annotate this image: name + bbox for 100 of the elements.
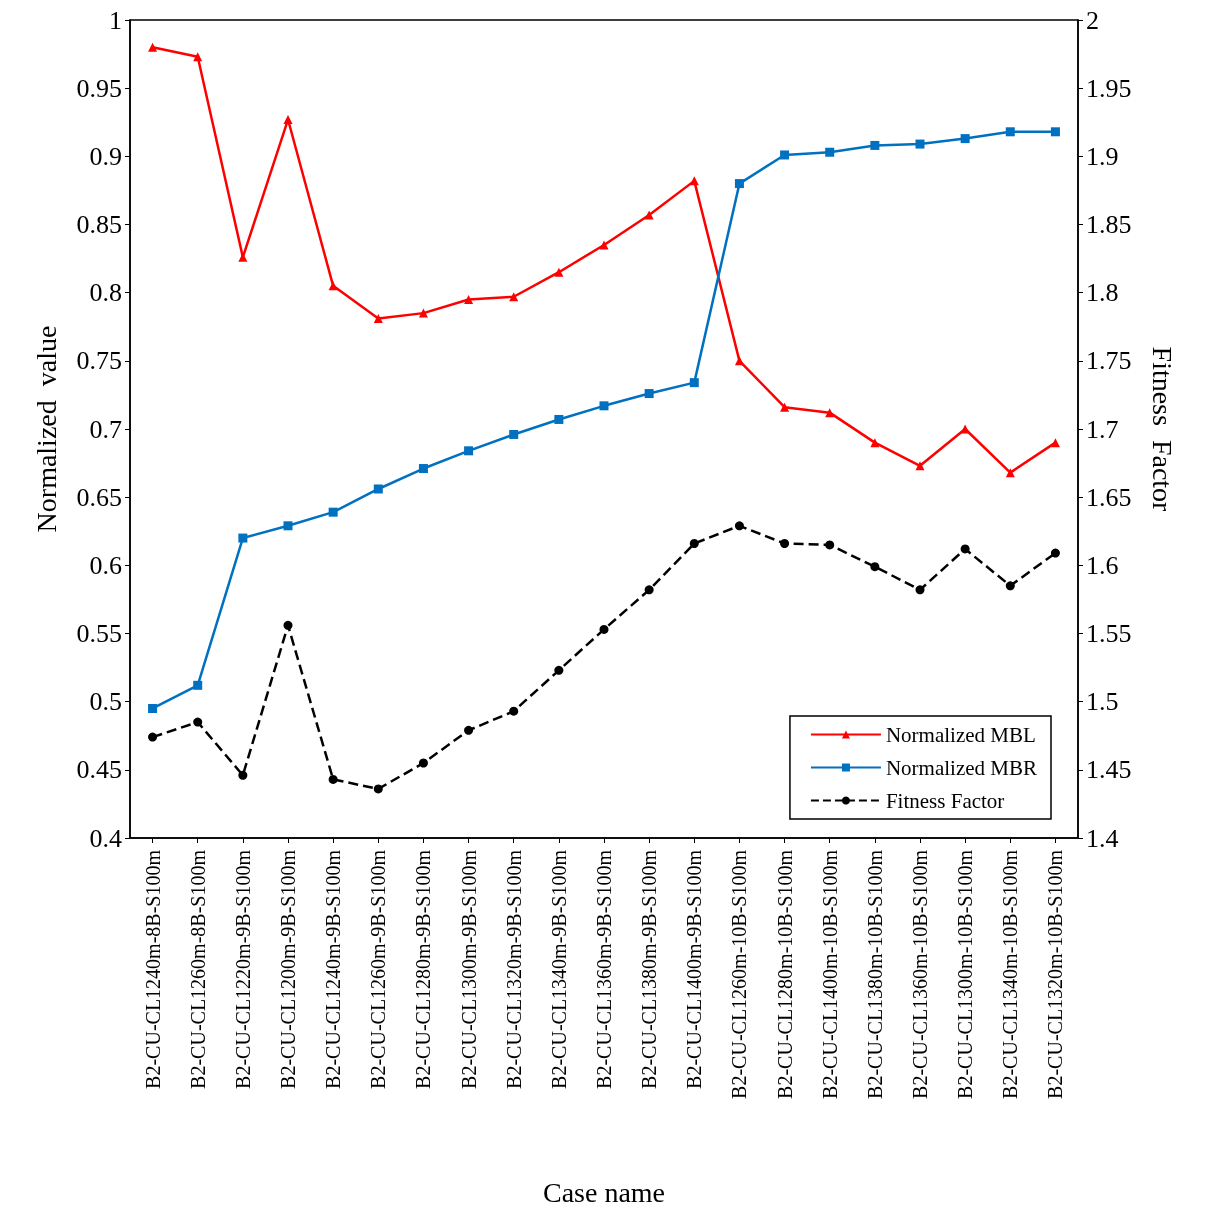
point — [509, 706, 519, 716]
point — [373, 784, 383, 794]
point — [283, 521, 293, 531]
point — [238, 770, 248, 780]
point — [148, 42, 158, 52]
x-tick-label: B2-CU-CL1220m-9B-S100m — [231, 849, 254, 1089]
point — [554, 414, 564, 424]
point — [328, 774, 338, 784]
point — [780, 539, 790, 549]
y2-axis-title: Fitness Factor — [1146, 346, 1178, 513]
x-tick-label: B2-CU-CL1320m-9B-S100m — [502, 849, 525, 1089]
legend-label: Normalized MBL — [885, 722, 1036, 747]
point — [599, 401, 609, 411]
y2-tick-label: 1.5 — [1086, 687, 1119, 717]
y2-tick-label: 1.4 — [1086, 823, 1119, 853]
y-tick-label: 0.45 — [76, 755, 122, 785]
x-tick-label: B2-CU-CL1340m-9B-S100m — [547, 849, 570, 1089]
y-tick-label: 0.65 — [76, 482, 122, 512]
point — [464, 725, 474, 735]
x-tick-label: B2-CU-CL1260m-10B-S100m — [728, 849, 751, 1099]
x-tick-label: B2-CU-CL1260m-9B-S100m — [367, 849, 390, 1089]
point — [373, 314, 383, 324]
y-tick-label: 0.6 — [89, 550, 122, 580]
point — [870, 438, 880, 448]
point — [644, 585, 654, 595]
x-tick-label: B2-CU-CL1360m-10B-S100m — [909, 849, 931, 1099]
point — [283, 115, 293, 125]
point — [1005, 127, 1015, 137]
point — [960, 134, 970, 144]
y2-tick-label: 1.75 — [1086, 346, 1132, 376]
point — [418, 758, 428, 768]
point — [554, 267, 564, 277]
point — [464, 294, 474, 304]
x-tick-label: B2-CU-CL1200m-9B-S100m — [277, 849, 299, 1089]
point — [734, 179, 744, 189]
y2-tick-label: 1.6 — [1086, 550, 1119, 580]
x-tick-label: B2-CU-CL1400m-10B-S100m — [818, 849, 841, 1099]
y-tick-label: 0.55 — [76, 619, 122, 648]
point — [915, 139, 925, 149]
x-tick-label: B2-CU-CL1280m-10B-S100m — [773, 849, 796, 1099]
x-tick-label: B2-CU-CL1300m-10B-S100m — [954, 849, 977, 1099]
point — [509, 429, 519, 439]
x-tick-label: B2-CU-CL1280m-9B-S100m — [412, 849, 435, 1089]
y-tick-label: 0.7 — [89, 414, 122, 444]
point — [870, 562, 880, 572]
x-tick-label: B2-CU-CL1340m-10B-S100m — [999, 849, 1022, 1099]
point — [915, 585, 925, 595]
y-axis-title: Normalized value — [30, 325, 62, 533]
point — [464, 446, 474, 456]
point — [283, 620, 293, 630]
point — [193, 680, 203, 690]
point — [373, 484, 383, 494]
y-tick-label: 0.95 — [76, 73, 122, 103]
y2-tick-label: 1.65 — [1086, 482, 1132, 512]
point — [870, 140, 880, 150]
y-tick-label: 0.75 — [76, 346, 122, 376]
y2-tick-label: 1.45 — [1086, 755, 1132, 785]
point — [1050, 127, 1060, 137]
point — [148, 732, 158, 742]
point — [554, 665, 564, 675]
y2-tick-label: 1.7 — [1086, 414, 1119, 444]
x-tick-label: B2-CU-CL1300m-9B-S100m — [457, 849, 480, 1089]
point — [148, 703, 158, 713]
point — [825, 540, 835, 550]
x-axis-title: Case name — [542, 1176, 666, 1208]
y-tick-label: 1 — [109, 5, 122, 35]
point — [780, 150, 790, 160]
point — [1050, 438, 1060, 448]
point — [238, 533, 248, 543]
point — [418, 464, 428, 474]
x-tick-label: B2-CU-CL1400m-9B-S100m — [683, 849, 706, 1089]
y2-tick-label: 2 — [1086, 5, 1099, 35]
point — [599, 624, 609, 634]
point — [960, 424, 970, 434]
y2-tick-label: 1.55 — [1086, 619, 1132, 648]
x-tick-label: B2-CU-CL1320m-10B-S100m — [1044, 849, 1067, 1099]
y2-tick-label: 1.9 — [1086, 141, 1119, 171]
y-tick-label: 0.9 — [89, 141, 122, 171]
y-tick-label: 0.5 — [89, 687, 122, 717]
point — [1005, 581, 1015, 591]
point — [644, 389, 654, 399]
point — [1050, 548, 1060, 558]
legend-label: Normalized MBR — [885, 755, 1037, 780]
y2-tick-label: 1.85 — [1086, 210, 1132, 239]
y-tick-label: 0.8 — [89, 278, 122, 308]
point — [193, 717, 203, 727]
y2-tick-label: 1.8 — [1086, 278, 1119, 308]
x-tick-label: B2-CU-CL1260m-8B-S100m — [186, 849, 209, 1089]
point — [825, 147, 835, 157]
point — [960, 544, 970, 554]
y-tick-label: 0.85 — [76, 210, 122, 239]
y-tick-label: 0.4 — [89, 823, 122, 853]
y2-tick-label: 1.95 — [1086, 73, 1132, 103]
x-tick-label: B2-CU-CL1380m-10B-S100m — [863, 849, 886, 1099]
point — [328, 507, 338, 517]
x-tick-label: B2-CU-CL1380m-9B-S100m — [638, 849, 661, 1089]
point — [689, 539, 699, 549]
x-tick-label: B2-CU-CL1240m-9B-S100m — [322, 849, 345, 1089]
x-tick-label: B2-CU-CL1240m-8B-S100m — [141, 849, 164, 1089]
point — [734, 521, 744, 531]
